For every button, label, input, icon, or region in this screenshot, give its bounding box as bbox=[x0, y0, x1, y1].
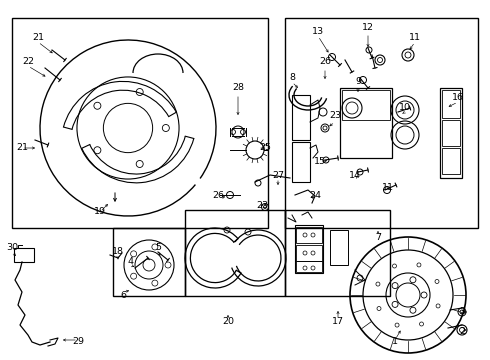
Bar bbox=[292, 142, 310, 182]
Bar bbox=[14, 248, 34, 262]
Bar bbox=[340, 88, 392, 158]
Bar bbox=[442, 90, 460, 118]
Text: 21: 21 bbox=[32, 33, 44, 42]
Text: 29: 29 bbox=[72, 338, 84, 346]
Text: 8: 8 bbox=[289, 73, 295, 82]
Bar bbox=[285, 18, 478, 228]
Text: 17: 17 bbox=[332, 318, 344, 327]
Bar bbox=[296, 245, 322, 261]
Bar bbox=[440, 88, 462, 178]
Text: 20: 20 bbox=[222, 318, 234, 327]
Text: 4: 4 bbox=[127, 257, 133, 266]
Text: 26: 26 bbox=[319, 58, 331, 67]
Text: 13: 13 bbox=[312, 27, 324, 36]
Text: 19: 19 bbox=[94, 207, 106, 216]
Text: 3: 3 bbox=[459, 307, 465, 316]
Bar bbox=[296, 227, 322, 243]
Bar bbox=[292, 95, 310, 140]
Bar bbox=[442, 148, 460, 174]
Text: 5: 5 bbox=[155, 243, 161, 252]
Text: 24: 24 bbox=[309, 190, 321, 199]
Text: 1: 1 bbox=[392, 338, 398, 346]
Text: 15: 15 bbox=[314, 158, 326, 166]
Bar bbox=[342, 90, 390, 120]
Text: 25: 25 bbox=[259, 144, 271, 153]
Text: 27: 27 bbox=[272, 171, 284, 180]
Text: 11: 11 bbox=[382, 184, 394, 193]
Bar bbox=[330, 230, 348, 265]
Text: 10: 10 bbox=[399, 104, 411, 112]
Text: 22: 22 bbox=[22, 58, 34, 67]
Text: 16: 16 bbox=[452, 94, 464, 103]
Text: 30: 30 bbox=[6, 243, 18, 252]
Bar bbox=[296, 261, 322, 272]
Text: 21: 21 bbox=[16, 144, 28, 153]
Bar bbox=[442, 120, 460, 146]
Text: 28: 28 bbox=[232, 84, 244, 93]
Text: 23: 23 bbox=[329, 111, 341, 120]
Text: 14: 14 bbox=[349, 171, 361, 180]
Text: 9: 9 bbox=[355, 77, 361, 86]
Text: 7: 7 bbox=[375, 234, 381, 243]
Bar bbox=[295, 225, 323, 273]
Text: 23: 23 bbox=[256, 201, 268, 210]
Text: 18: 18 bbox=[112, 248, 124, 256]
Text: 12: 12 bbox=[362, 23, 374, 32]
Bar bbox=[185, 210, 285, 296]
Text: 6: 6 bbox=[120, 291, 126, 300]
Bar bbox=[12, 18, 268, 228]
Text: 11: 11 bbox=[409, 33, 421, 42]
Bar bbox=[285, 210, 390, 296]
Bar bbox=[113, 228, 185, 296]
Text: 2: 2 bbox=[459, 328, 465, 337]
Text: 26: 26 bbox=[212, 190, 224, 199]
